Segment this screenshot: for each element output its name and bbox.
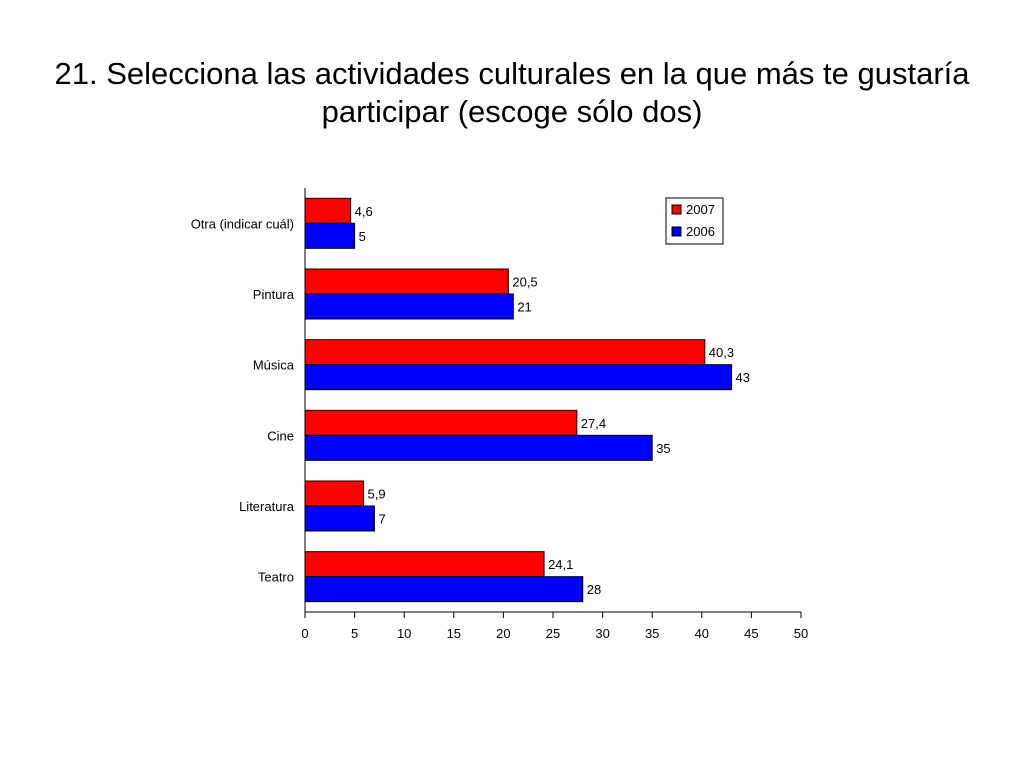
bar-2006	[304, 222, 356, 249]
labels-layer: Otra (indicar cuál) 4,6 5 Pintura 20,5 21 Músi…	[191, 204, 750, 597]
data-label: 4,6	[355, 204, 373, 219]
x-tick-label: 50	[794, 626, 808, 641]
bar-2007	[304, 480, 365, 507]
data-label: 43	[736, 370, 750, 385]
category-label: Pintura	[253, 287, 295, 302]
legend-label: 2006	[686, 224, 715, 239]
bar-2007	[304, 268, 509, 295]
bar-2007	[304, 551, 545, 578]
legend: 2007 2006	[665, 197, 724, 245]
bar-2006	[304, 505, 375, 532]
x-tick-label: 25	[546, 626, 560, 641]
x-tick-label: 10	[397, 626, 411, 641]
data-label: 5,9	[368, 487, 386, 502]
data-label: 27,4	[581, 416, 606, 431]
data-label: 7	[378, 512, 385, 527]
axes-layer: 0 5 10 15 20 25 30 35 40 45 50	[301, 188, 808, 641]
x-tick-label: 40	[695, 626, 709, 641]
data-label: 24,1	[548, 557, 573, 572]
x-tick-label: 35	[645, 626, 659, 641]
legend-label: 2007	[686, 202, 715, 217]
x-tick-label: 0	[301, 626, 308, 641]
data-label: 21	[517, 300, 531, 315]
bar-2006	[304, 434, 653, 461]
legend-swatch-2006	[671, 226, 682, 237]
x-tick-label: 15	[447, 626, 461, 641]
slide-title: 21. Selecciona las actividades culturale…	[54, 56, 970, 129]
legend-swatch-2007	[671, 204, 682, 215]
data-label: 40,3	[709, 345, 734, 360]
data-label: 20,5	[512, 275, 537, 290]
data-label: 28	[587, 582, 601, 597]
category-label: Otra (indicar cuál)	[191, 216, 294, 231]
category-label: Teatro	[258, 570, 294, 585]
bar-2007	[304, 339, 706, 366]
bars-layer	[304, 197, 733, 603]
category-label: Literatura	[239, 499, 295, 514]
data-label: 5	[359, 229, 366, 244]
x-tick-label: 5	[351, 626, 358, 641]
bar-2006	[304, 293, 514, 320]
x-tick-label: 45	[744, 626, 758, 641]
category-label: Música	[253, 358, 295, 373]
bar-2007	[304, 197, 352, 224]
x-tick-label: 20	[496, 626, 510, 641]
category-label: Cine	[267, 428, 294, 443]
bar-2006	[304, 576, 584, 603]
bar-2006	[304, 364, 733, 391]
bar-2007	[304, 409, 578, 436]
data-label: 35	[656, 441, 670, 456]
x-tick-label: 30	[595, 626, 609, 641]
